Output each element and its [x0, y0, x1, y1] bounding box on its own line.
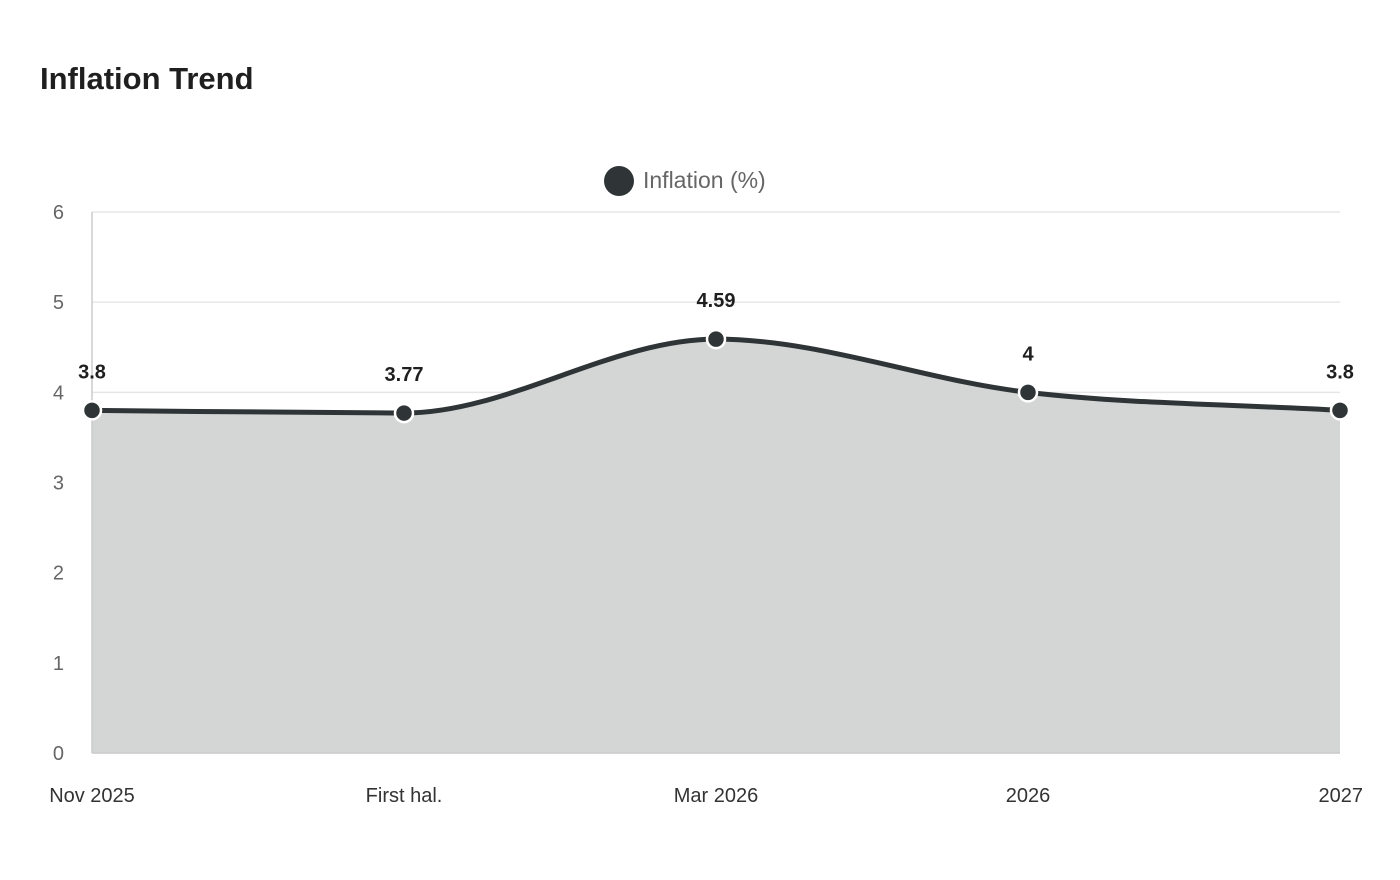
- axes: [91, 212, 1340, 754]
- x-tick-label: 2026: [1006, 785, 1051, 807]
- legend[interactable]: Inflation (%): [604, 166, 766, 196]
- y-tick-label: 6: [53, 202, 64, 224]
- data-label: 4.59: [697, 290, 736, 312]
- x-tick-label: Mar 2026: [674, 785, 759, 807]
- data-label: 3.77: [385, 364, 424, 386]
- x-axis-ticks: Nov 2025 First hal. Mar 2026 2026 2027: [49, 785, 1363, 807]
- y-axis-ticks: 0 1 2 3 4 5 6: [53, 202, 64, 765]
- y-tick-label: 2: [53, 563, 64, 585]
- data-point[interactable]: [1017, 382, 1039, 403]
- legend-label[interactable]: Inflation (%): [643, 167, 766, 193]
- y-tick-label: 0: [53, 743, 64, 765]
- data-point[interactable]: [393, 402, 415, 424]
- x-tick-label: First hal.: [366, 785, 443, 807]
- data-label: 3.8: [1326, 361, 1354, 383]
- data-point[interactable]: [81, 400, 103, 421]
- y-tick-label: 4: [53, 382, 64, 404]
- y-tick-label: 3: [53, 473, 64, 495]
- chart-title: Inflation Trend: [40, 61, 254, 96]
- data-point[interactable]: [1329, 400, 1351, 421]
- series-area: [92, 339, 1340, 753]
- data-label: 4: [1022, 343, 1034, 365]
- y-tick-label: 1: [53, 653, 64, 675]
- data-point[interactable]: [705, 328, 727, 350]
- x-tick-label: 2027: [1319, 785, 1364, 807]
- area-fill-group: [92, 339, 1340, 753]
- data-label: 3.8: [78, 361, 106, 383]
- y-tick-label: 5: [53, 292, 64, 314]
- data-points: [81, 328, 1351, 424]
- legend-marker[interactable]: [604, 166, 634, 196]
- data-labels: 3.8 3.77 4.59 4 3.8: [78, 290, 1354, 386]
- x-tick-label: Nov 2025: [49, 785, 135, 807]
